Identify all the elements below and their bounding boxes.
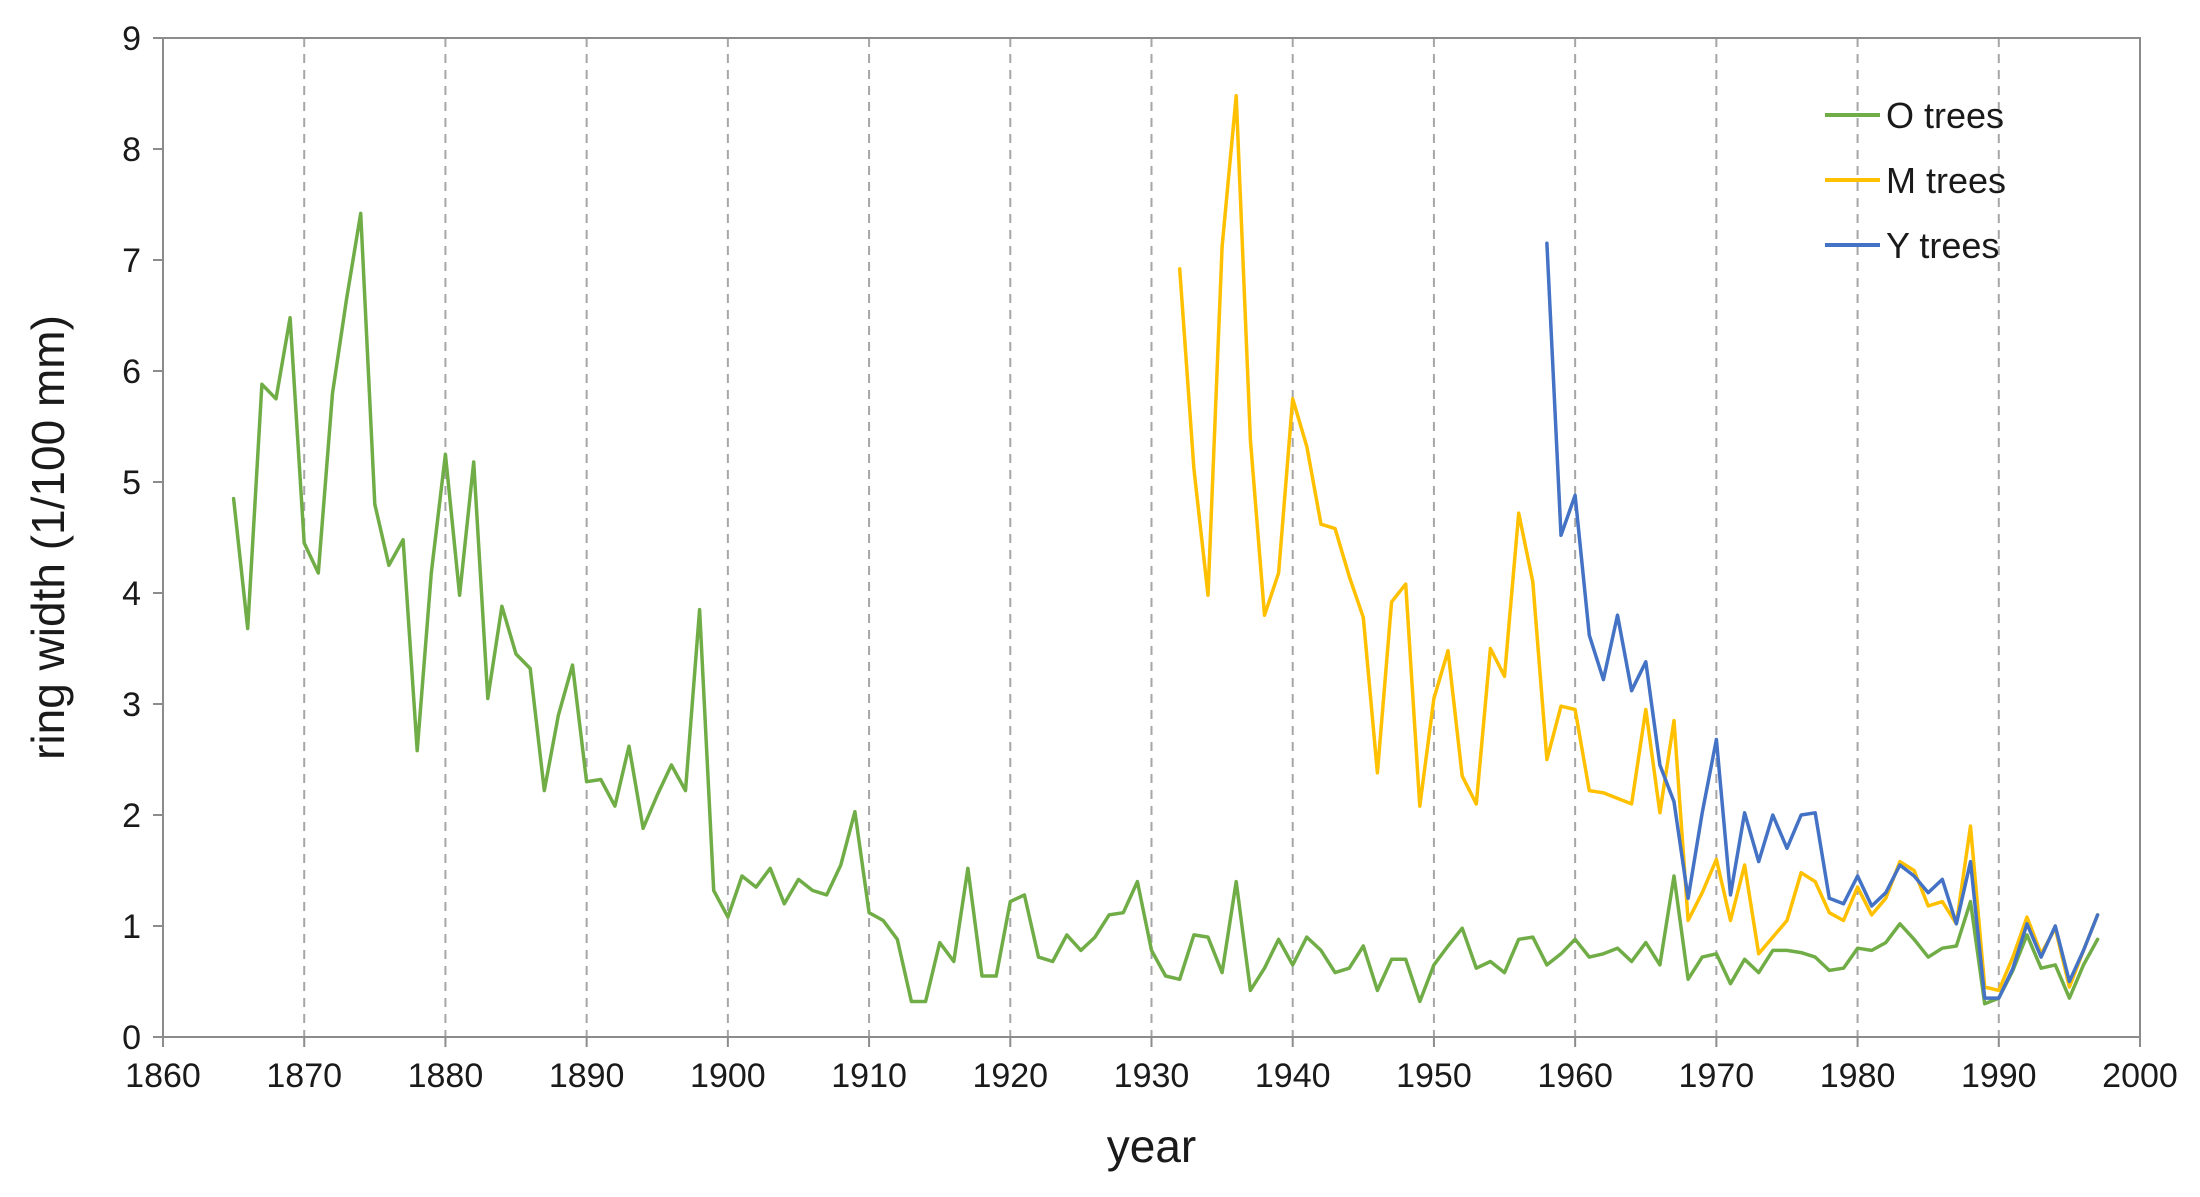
legend-label-m-trees: M trees xyxy=(1886,160,2006,201)
x-tick-label: 1960 xyxy=(1537,1057,1613,1095)
x-tick-label: 1880 xyxy=(408,1057,484,1095)
y-tick-label: 5 xyxy=(122,464,141,502)
legend-label-o-trees: O trees xyxy=(1886,95,2004,136)
y-tick-label: 2 xyxy=(122,797,141,835)
series-line-y-trees xyxy=(1545,241,2100,1000)
x-axis-title: year xyxy=(1107,1120,1196,1172)
axes xyxy=(153,37,2141,1047)
gridlines xyxy=(303,38,2000,1037)
legend: O trees M trees Y trees xyxy=(1825,95,2006,266)
x-tick-label: 1900 xyxy=(690,1057,766,1095)
y-tick-label: 9 xyxy=(122,20,141,58)
x-tick-label: 2000 xyxy=(2102,1057,2178,1095)
y-tick-label: 1 xyxy=(122,908,141,946)
x-tick-label: 1920 xyxy=(972,1057,1048,1095)
x-tick-label: 1940 xyxy=(1255,1057,1331,1095)
y-tick-label: 8 xyxy=(122,131,141,169)
y-tick-label: 4 xyxy=(122,575,141,613)
x-tick-label: 1930 xyxy=(1114,1057,1190,1095)
x-tick-label: 1950 xyxy=(1396,1057,1472,1095)
x-tick-label: 1980 xyxy=(1820,1057,1896,1095)
tick-labels: 1860 1870 1880 1890 1900 1910 1920 1930 1940 1950… xyxy=(122,20,2178,1095)
series-line-o-trees xyxy=(231,211,2100,1006)
y-tick-label: 7 xyxy=(122,242,141,280)
y-tick-label: 3 xyxy=(122,686,141,724)
series-line-m-trees xyxy=(1177,93,2100,993)
series-lines xyxy=(231,93,2100,1006)
x-tick-label: 1870 xyxy=(266,1057,342,1095)
x-tick-label: 1970 xyxy=(1679,1057,1755,1095)
x-tick-label: 1890 xyxy=(549,1057,625,1095)
legend-label-y-trees: Y trees xyxy=(1886,225,1999,266)
y-axis-title: ring width (1/100 mm) xyxy=(22,315,74,760)
x-tick-label: 1990 xyxy=(1961,1057,2037,1095)
y-tick-label: 6 xyxy=(122,353,141,391)
x-tick-label: 1910 xyxy=(831,1057,907,1095)
x-tick-label: 1860 xyxy=(125,1057,201,1095)
y-tick-label: 0 xyxy=(122,1019,141,1057)
